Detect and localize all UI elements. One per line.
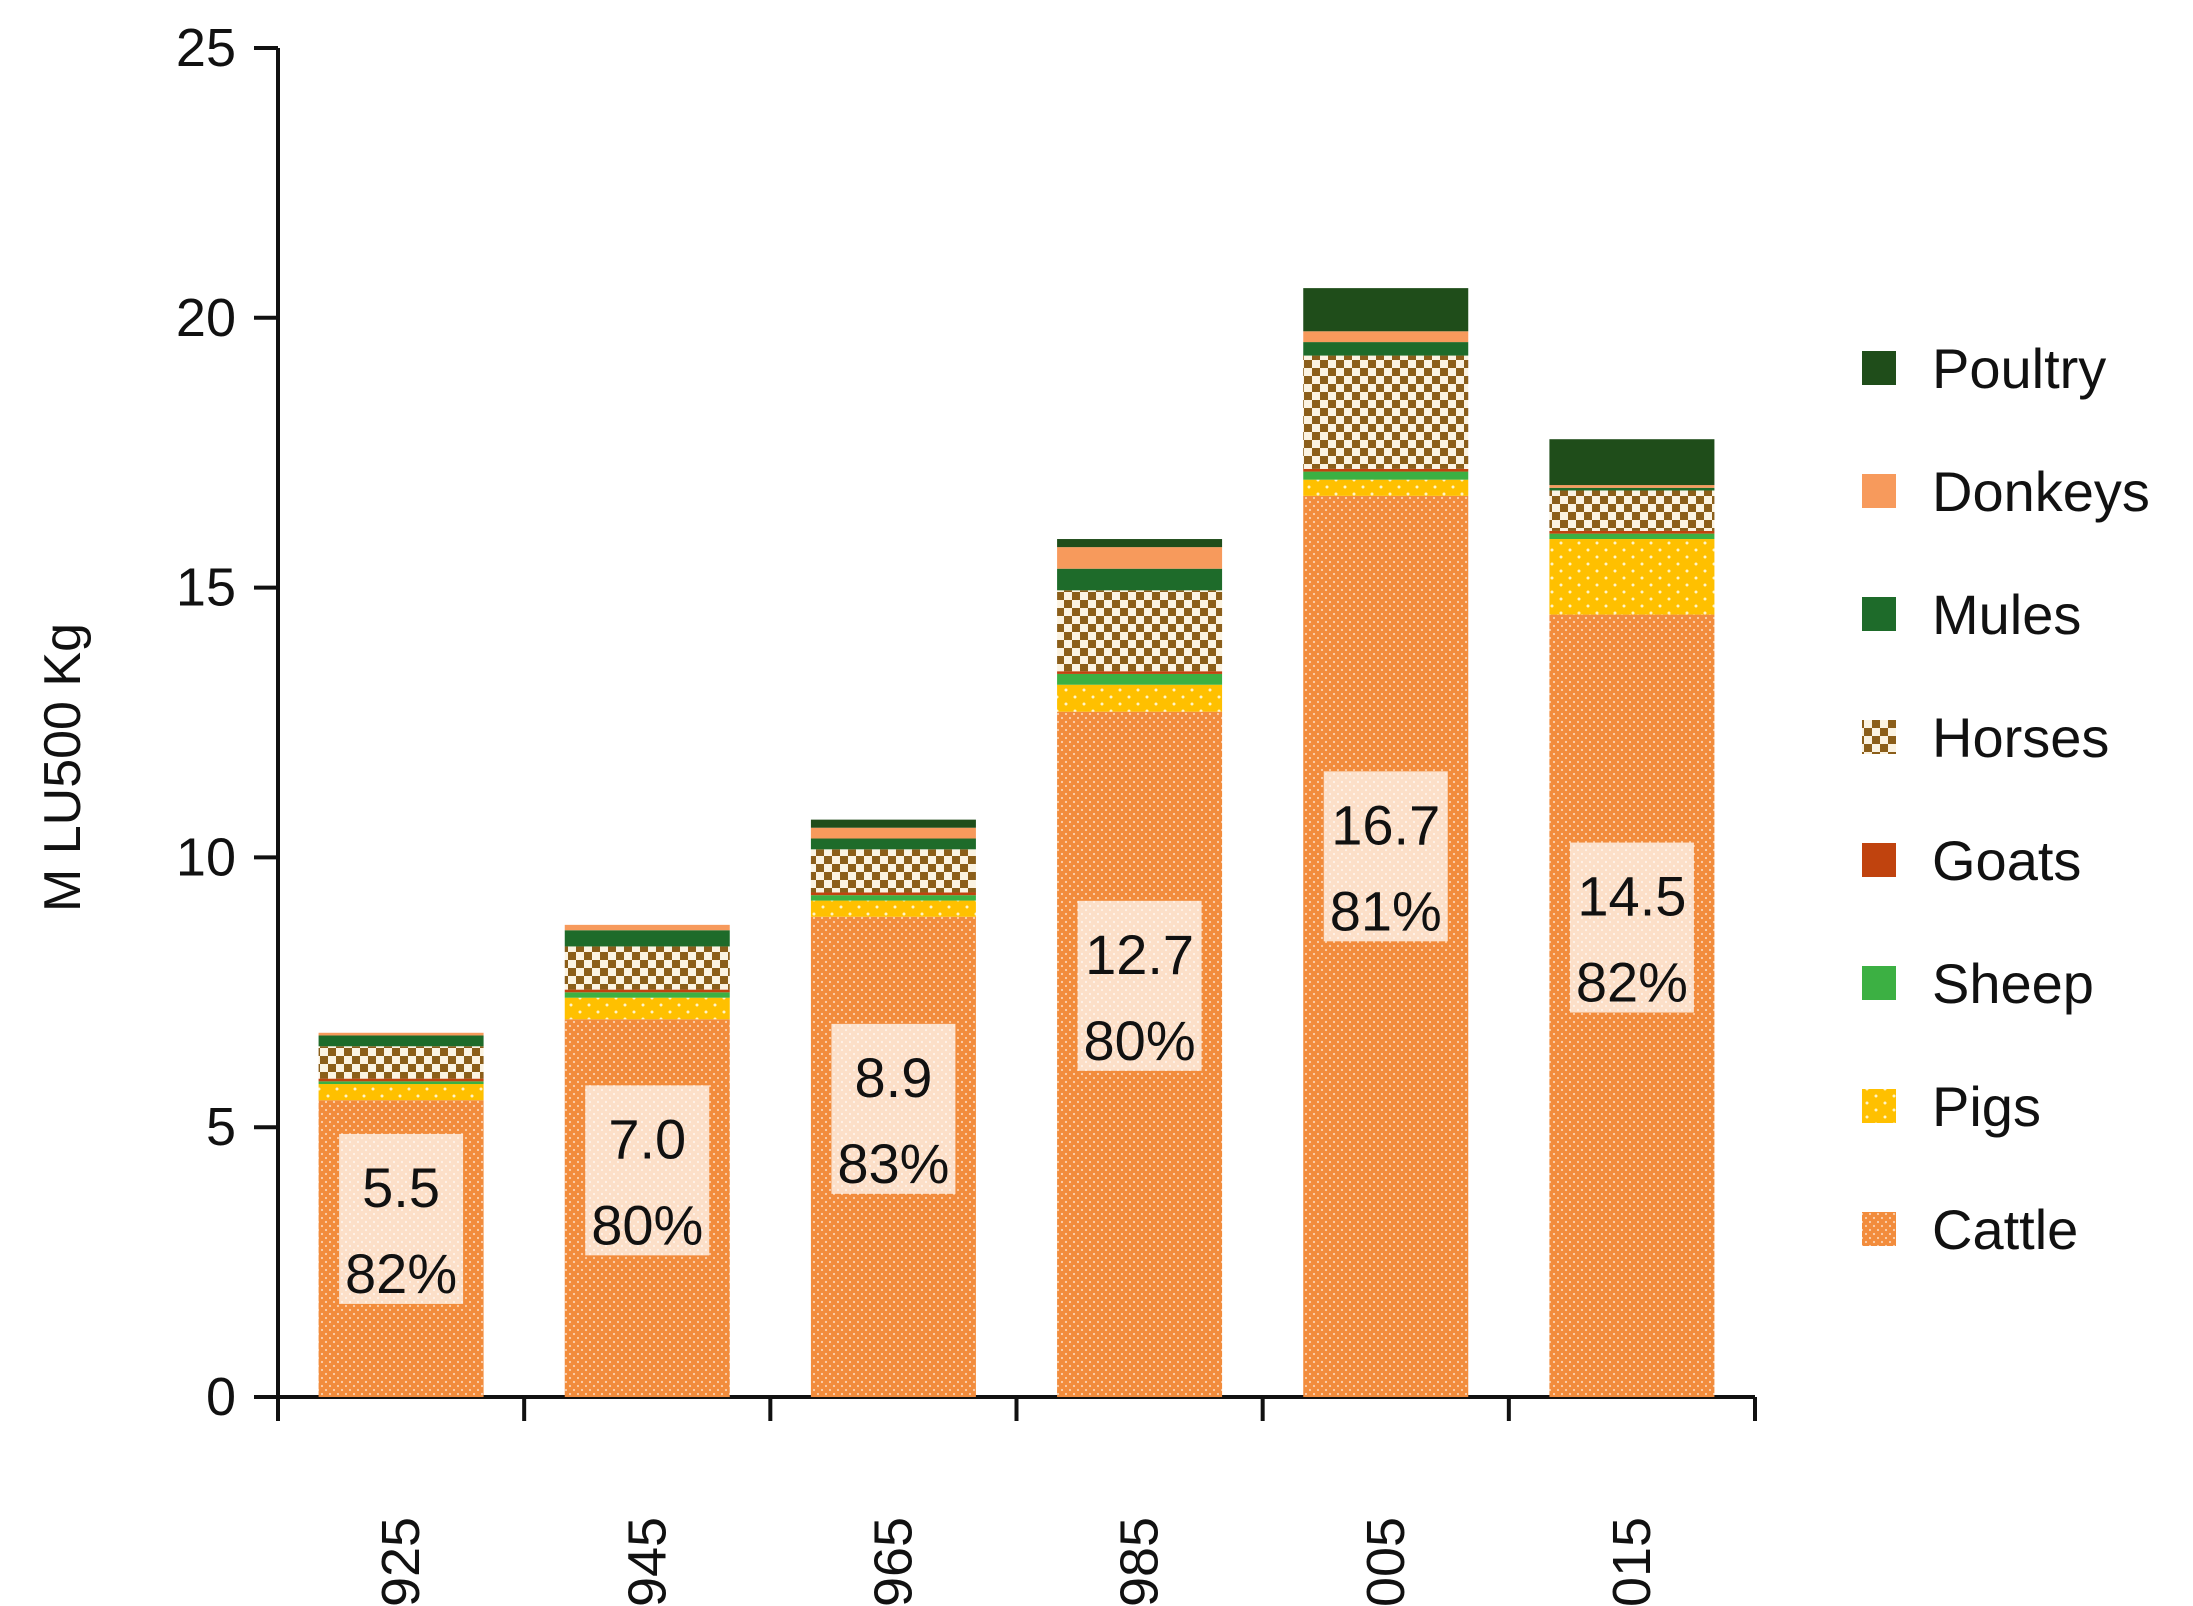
bar-segment-sheep-1945 — [564, 992, 730, 998]
bar-segment-sheep-2005 — [1303, 471, 1469, 480]
bar-segment-goats-2015 — [1549, 530, 1715, 534]
annotation-value: 7.0 — [608, 1107, 686, 1170]
bar-segment-horses-1965 — [810, 849, 976, 893]
x-tick-label: 1925 — [371, 1517, 431, 1606]
annotation-share: 81% — [1330, 879, 1442, 942]
legend-label-mules: Mules — [1932, 583, 2081, 646]
legend-swatch-poultry — [1862, 351, 1896, 385]
y-tick-label: 10 — [176, 827, 236, 887]
bar-segment-goats-1985 — [1057, 671, 1223, 674]
annotation-backdrop — [831, 1023, 956, 1194]
legend-label-goats: Goats — [1932, 829, 2081, 892]
y-tick-label: 5 — [206, 1097, 236, 1157]
y-tick-label: 0 — [206, 1367, 236, 1427]
legend-label-sheep: Sheep — [1932, 952, 2094, 1015]
x-tick-label: 1945 — [617, 1517, 677, 1606]
legend-swatch-goats — [1862, 843, 1896, 877]
annotation-share: 82% — [345, 1242, 457, 1305]
bar-segment-mules-1985 — [1057, 568, 1223, 591]
bar-segment-goats-1945 — [564, 989, 730, 993]
bar-segment-poultry-2015 — [1549, 439, 1715, 486]
bar-segment-horses-1925 — [318, 1046, 484, 1079]
legend: Poultry Donkeys Mules Horses Goats Sheep Pigs C… — [1862, 337, 2150, 1261]
legend-swatch-sheep — [1862, 966, 1896, 1000]
annotation-value: 14.5 — [1577, 865, 1686, 928]
legend-label-horses: Horses — [1932, 706, 2109, 769]
bar-annotations: 5.5 82% 7.0 80% 8.9 83% 12.7 80% 16.7 81% 14.5 82% — [339, 771, 1694, 1305]
bar-segment-horses-1985 — [1057, 590, 1223, 672]
annotation-backdrop — [339, 1133, 464, 1304]
legend-swatch-cattle — [1862, 1212, 1896, 1246]
x-tick-label: 1985 — [1110, 1517, 1170, 1606]
bar-segment-pigs-2015 — [1549, 539, 1715, 615]
bar-segment-donkeys-1945 — [564, 924, 730, 931]
y-axis-title: M LU500 Kg — [34, 623, 92, 912]
bar-segment-sheep-1925 — [318, 1081, 484, 1085]
legend-swatch-mules — [1862, 597, 1896, 631]
bar-segment-mules-2005 — [1303, 342, 1469, 356]
bar-segment-sheep-1965 — [810, 895, 976, 901]
bar-segment-mules-2015 — [1549, 487, 1715, 491]
annotation-backdrop — [1569, 842, 1694, 1013]
bar-segment-pigs-1965 — [810, 900, 976, 917]
bar-segment-donkeys-2005 — [1303, 331, 1469, 343]
bar-segment-donkeys-1985 — [1057, 547, 1223, 569]
annotation-backdrop — [1077, 900, 1202, 1071]
legend-label-pigs: Pigs — [1932, 1075, 2041, 1138]
x-tick-label: 2005 — [1356, 1517, 1416, 1606]
y-tick-label: 25 — [176, 18, 236, 78]
legend-label-donkeys: Donkeys — [1932, 460, 2150, 523]
bar-segment-goats-1965 — [810, 892, 976, 896]
annotation-value: 5.5 — [362, 1156, 440, 1219]
bar-segment-poultry-2005 — [1303, 288, 1469, 332]
annotation-backdrop — [585, 1085, 710, 1256]
bar-segment-poultry-1985 — [1057, 539, 1223, 548]
annotation-share: 80% — [1084, 1009, 1196, 1072]
legend-label-cattle: Cattle — [1932, 1198, 2078, 1261]
axes: 0 5 10 15 20 25 1925 1945 1965 1985 2005 2015 M LU50… — [34, 18, 1757, 1606]
bar-segment-donkeys-2015 — [1549, 485, 1715, 488]
bar-segment-horses-2015 — [1549, 490, 1715, 531]
annotation-value: 16.7 — [1331, 793, 1440, 856]
bar-segment-goats-2005 — [1303, 468, 1469, 472]
legend-label-poultry: Poultry — [1932, 337, 2106, 400]
bar-segment-donkeys-1965 — [810, 827, 976, 839]
bar-segment-pigs-1925 — [318, 1084, 484, 1101]
annotation-share: 83% — [837, 1132, 949, 1195]
bar-segment-pigs-2005 — [1303, 479, 1469, 496]
bar-segment-horses-2005 — [1303, 355, 1469, 469]
y-tick-label: 15 — [176, 558, 236, 618]
bar-segment-donkeys-1925 — [318, 1032, 484, 1036]
bar-segment-mules-1925 — [318, 1035, 484, 1047]
annotation-share: 80% — [591, 1193, 703, 1256]
x-tick-label: 1965 — [863, 1517, 923, 1606]
annotation-share: 82% — [1576, 951, 1688, 1014]
bar-segment-goats-1925 — [318, 1078, 484, 1082]
y-tick-label: 20 — [176, 288, 236, 348]
annotation-backdrop — [1323, 771, 1448, 942]
bars — [318, 288, 1715, 1397]
bar-segment-horses-1945 — [564, 946, 730, 990]
annotation-value: 12.7 — [1085, 923, 1194, 986]
bar-segment-sheep-1985 — [1057, 673, 1223, 685]
annotation-value: 8.9 — [854, 1046, 932, 1109]
bar-segment-sheep-2015 — [1549, 533, 1715, 540]
legend-swatch-donkeys — [1862, 474, 1896, 508]
bar-segment-cattle-2005 — [1303, 495, 1469, 1397]
legend-swatch-pigs — [1862, 1089, 1896, 1123]
bar-segment-mules-1965 — [810, 838, 976, 850]
bar-segment-pigs-1945 — [564, 997, 730, 1020]
bar-segment-mules-1945 — [564, 930, 730, 947]
legend-swatch-horses — [1862, 720, 1896, 754]
bar-segment-poultry-1965 — [810, 819, 976, 828]
bar-segment-pigs-1985 — [1057, 684, 1223, 712]
x-tick-label: 2015 — [1602, 1517, 1662, 1606]
